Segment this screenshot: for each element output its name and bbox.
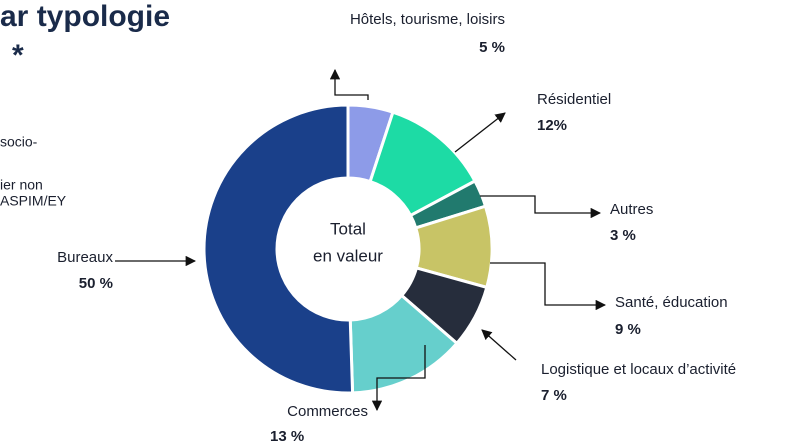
side-text: ier non [0, 177, 43, 193]
slice-label: Hôtels, tourisme, loisirs [350, 11, 505, 28]
side-text: ASPIM/EY [0, 193, 67, 209]
slice [202, 103, 355, 395]
slice-label: Logistique et locaux d’activité [541, 361, 736, 378]
center-label: Total [330, 219, 366, 238]
slice-label: Bureaux [57, 249, 113, 266]
title: ar typologie [0, 0, 170, 33]
value-label: 9 % [615, 321, 641, 338]
value-label: 7 % [541, 387, 567, 404]
donut [202, 103, 494, 395]
side-text: socio- [0, 134, 38, 150]
slice-label: Autres [610, 201, 653, 218]
slice-label: Commerces [287, 403, 368, 420]
value-label: 5 % [479, 39, 505, 56]
title-line: * [12, 39, 24, 72]
slice-label: Résidentiel [537, 91, 611, 108]
value-label: 50 % [79, 275, 113, 292]
value-label: 3 % [610, 227, 636, 244]
center-label: en valeur [313, 246, 383, 265]
value-label: 13 % [270, 428, 304, 445]
value-label: 12% [537, 117, 567, 134]
leaders [115, 68, 607, 412]
slice-label: Santé, éducation [615, 294, 728, 311]
